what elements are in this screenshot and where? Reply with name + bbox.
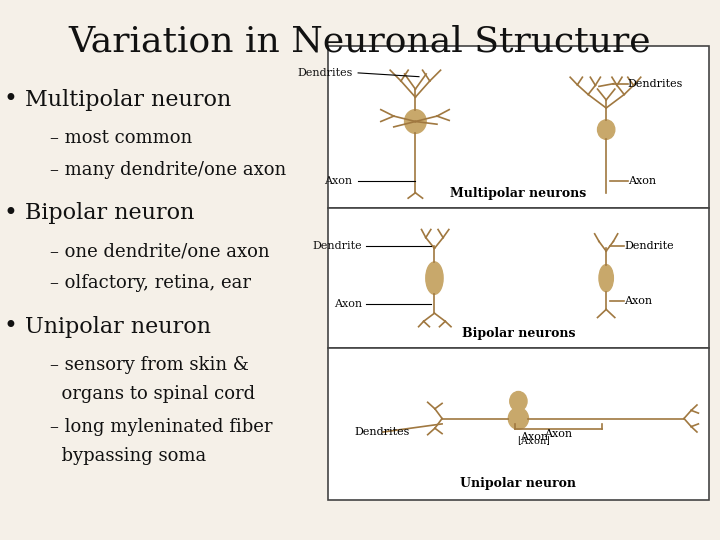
Text: – olfactory, retina, ear: – olfactory, retina, ear: [50, 274, 251, 293]
Ellipse shape: [510, 392, 527, 411]
Text: Axon: Axon: [520, 432, 548, 442]
Bar: [328, 208, 709, 348]
Text: Variation in Neuronal Structure: Variation in Neuronal Structure: [68, 24, 652, 58]
Text: Axon: Axon: [624, 296, 652, 306]
Text: – sensory from skin &: – sensory from skin &: [50, 355, 249, 374]
Text: – one dendrite/one axon: – one dendrite/one axon: [50, 242, 270, 260]
Text: Bipolar neurons: Bipolar neurons: [462, 327, 575, 340]
Text: Dendrites: Dendrites: [628, 79, 683, 89]
Text: Axon: Axon: [334, 299, 362, 309]
Text: Dendrites: Dendrites: [297, 68, 352, 78]
Text: Unipolar neuron: Unipolar neuron: [25, 316, 211, 338]
Bar: [328, 348, 709, 500]
Text: •: •: [4, 315, 17, 338]
Bar: [328, 46, 709, 208]
Text: Unipolar neuron: Unipolar neuron: [460, 477, 577, 490]
Text: $\lfloor$Axon$\rfloor$: $\lfloor$Axon$\rfloor$: [517, 434, 550, 447]
Text: •: •: [4, 89, 17, 111]
Text: Axon: Axon: [544, 429, 572, 440]
Text: organs to spinal cord: organs to spinal cord: [50, 385, 256, 403]
Text: Multipolar neuron: Multipolar neuron: [25, 89, 231, 111]
Text: Axon: Axon: [628, 176, 656, 186]
Text: Axon: Axon: [324, 176, 352, 186]
Ellipse shape: [599, 265, 613, 292]
Text: – many dendrite/one axon: – many dendrite/one axon: [50, 161, 287, 179]
Ellipse shape: [426, 262, 443, 294]
Text: Multipolar neurons: Multipolar neurons: [450, 187, 587, 200]
Text: •: •: [4, 202, 17, 225]
Ellipse shape: [508, 408, 528, 429]
Text: Dendrite: Dendrite: [624, 241, 674, 251]
Ellipse shape: [405, 110, 426, 133]
Text: bypassing soma: bypassing soma: [50, 447, 207, 465]
Text: Dendrites: Dendrites: [354, 427, 410, 437]
Ellipse shape: [598, 120, 615, 139]
Text: – most common: – most common: [50, 129, 193, 147]
Text: Dendrite: Dendrite: [312, 241, 362, 251]
Text: – long myleninated fiber: – long myleninated fiber: [50, 417, 273, 436]
Text: Bipolar neuron: Bipolar neuron: [25, 202, 194, 224]
